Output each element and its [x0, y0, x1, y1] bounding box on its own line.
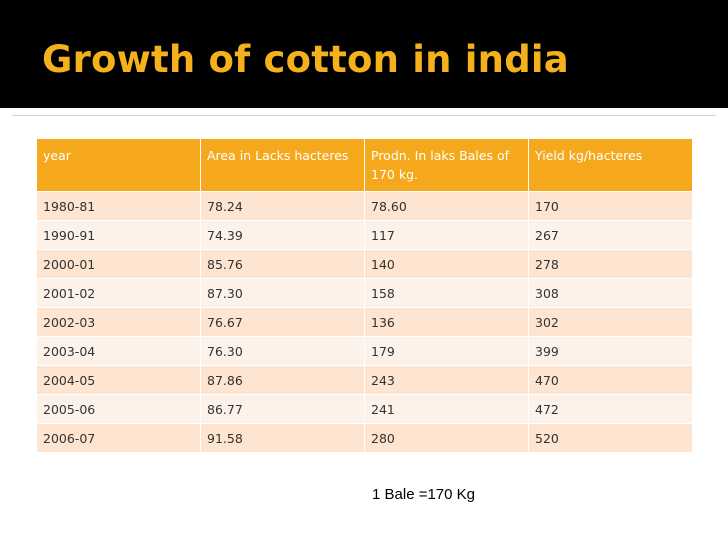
cell-area: 91.58 — [200, 423, 365, 453]
cell-yield: 399 — [528, 336, 693, 366]
cell-yield: 472 — [528, 394, 693, 424]
header-yield: Yield kg/hacteres — [528, 138, 693, 192]
table-row: 2002-03 76.67 136 302 — [36, 307, 693, 337]
cotton-growth-table: year Area in Lacks hacteres Prodn. In la… — [36, 138, 693, 453]
cell-yield: 520 — [528, 423, 693, 453]
header-year: year — [36, 138, 201, 192]
table-row: 2000-01 85.76 140 278 — [36, 249, 693, 279]
table-row: 2004-05 87.86 243 470 — [36, 365, 693, 395]
table-row: 1980-81 78.24 78.60 170 — [36, 191, 693, 221]
cell-production: 136 — [364, 307, 529, 337]
cell-yield: 470 — [528, 365, 693, 395]
cell-year: 2003-04 — [36, 336, 201, 366]
table-row: 2005-06 86.77 241 472 — [36, 394, 693, 424]
cell-production: 241 — [364, 394, 529, 424]
cell-yield: 170 — [528, 191, 693, 221]
cell-production: 140 — [364, 249, 529, 279]
cell-area: 86.77 — [200, 394, 365, 424]
cell-year: 1990-91 — [36, 220, 201, 250]
cell-production: 78.60 — [364, 191, 529, 221]
cell-year: 2006-07 — [36, 423, 201, 453]
cell-area: 85.76 — [200, 249, 365, 279]
cell-production: 117 — [364, 220, 529, 250]
cell-yield: 267 — [528, 220, 693, 250]
bale-conversion-note: 1 Bale =170 Kg — [372, 486, 476, 503]
cell-area: 78.24 — [200, 191, 365, 221]
cell-yield: 302 — [528, 307, 693, 337]
cell-year: 1980-81 — [36, 191, 201, 221]
cell-area: 87.86 — [200, 365, 365, 395]
cell-production: 158 — [364, 278, 529, 308]
cell-production: 243 — [364, 365, 529, 395]
cell-area: 76.67 — [200, 307, 365, 337]
cell-area: 74.39 — [200, 220, 365, 250]
cell-year: 2004-05 — [36, 365, 201, 395]
cell-production: 280 — [364, 423, 529, 453]
cell-area: 76.30 — [200, 336, 365, 366]
cell-year: 2001-02 — [36, 278, 201, 308]
cell-year: 2000-01 — [36, 249, 201, 279]
table-row: 2001-02 87.30 158 308 — [36, 278, 693, 308]
cell-area: 87.30 — [200, 278, 365, 308]
title-bar: Growth of cotton in india — [0, 0, 728, 108]
cell-production: 179 — [364, 336, 529, 366]
cell-year: 2005-06 — [36, 394, 201, 424]
cell-yield: 278 — [528, 249, 693, 279]
cell-yield: 308 — [528, 278, 693, 308]
divider — [12, 115, 716, 116]
header-production: Prodn. In laks Bales of 170 kg. — [364, 138, 529, 192]
slide-title: Growth of cotton in india — [42, 38, 569, 81]
table-row: 2003-04 76.30 179 399 — [36, 336, 693, 366]
table-row: 1990-91 74.39 117 267 — [36, 220, 693, 250]
cell-year: 2002-03 — [36, 307, 201, 337]
header-area: Area in Lacks hacteres — [200, 138, 365, 192]
table-header-row: year Area in Lacks hacteres Prodn. In la… — [36, 138, 693, 192]
table-row: 2006-07 91.58 280 520 — [36, 423, 693, 453]
